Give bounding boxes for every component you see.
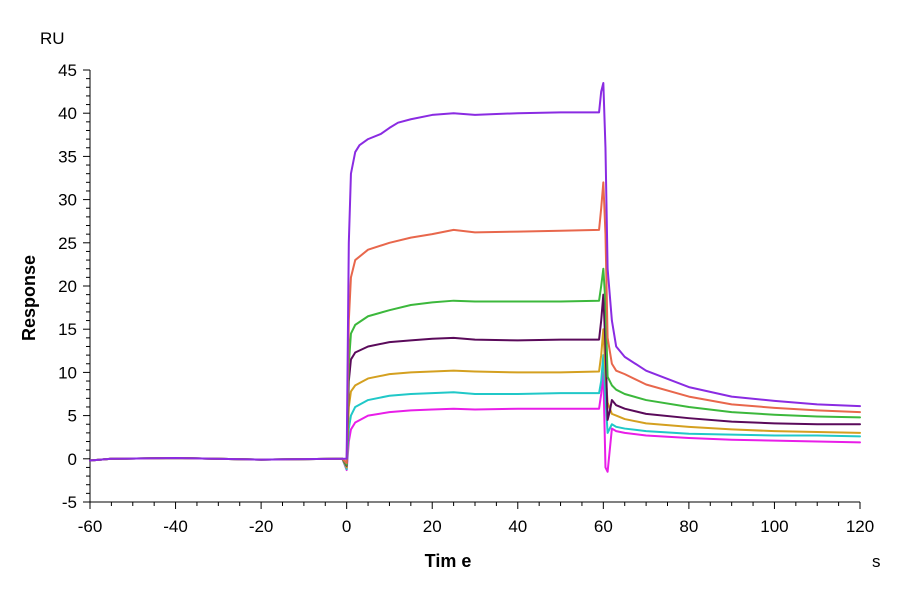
y-tick-label: 5 bbox=[68, 407, 77, 426]
y-tick-label: -5 bbox=[62, 493, 77, 512]
x-tick-label: 100 bbox=[760, 517, 788, 536]
x-tick-label: 40 bbox=[508, 517, 527, 536]
x-tick-label: 0 bbox=[342, 517, 351, 536]
series-line bbox=[89, 181, 861, 465]
x-tick-label: 120 bbox=[846, 517, 874, 536]
x-tick-label: -60 bbox=[78, 517, 103, 536]
x-unit-label: s bbox=[872, 552, 881, 571]
x-tick-label: 60 bbox=[594, 517, 613, 536]
axes-layer: -5 0 5 10 15 20 25 30 35 40 45 -60 -40 -20 0 20 40 60 80 10… bbox=[58, 61, 874, 536]
y-tick-label: 15 bbox=[58, 320, 77, 339]
y-tick-label: 40 bbox=[58, 104, 77, 123]
y-tick-label: 0 bbox=[68, 450, 77, 469]
y-tick-label: 20 bbox=[58, 277, 77, 296]
y-axis-title: Response bbox=[19, 255, 39, 341]
series-line bbox=[89, 81, 861, 462]
y-tick-label: 10 bbox=[58, 363, 77, 382]
x-tick-label: -20 bbox=[249, 517, 274, 536]
x-tick-label: 20 bbox=[423, 517, 442, 536]
y-tick-label: 30 bbox=[58, 191, 77, 210]
y-tick-label: 25 bbox=[58, 234, 77, 253]
y-tick-label: 35 bbox=[58, 147, 77, 166]
y-tick-label: 45 bbox=[58, 61, 77, 80]
series-layer bbox=[89, 81, 861, 473]
x-tick-label: 80 bbox=[679, 517, 698, 536]
x-tick-label: -40 bbox=[163, 517, 188, 536]
x-axis-title: Tim e bbox=[425, 551, 472, 571]
y-unit-label: RU bbox=[40, 29, 65, 48]
